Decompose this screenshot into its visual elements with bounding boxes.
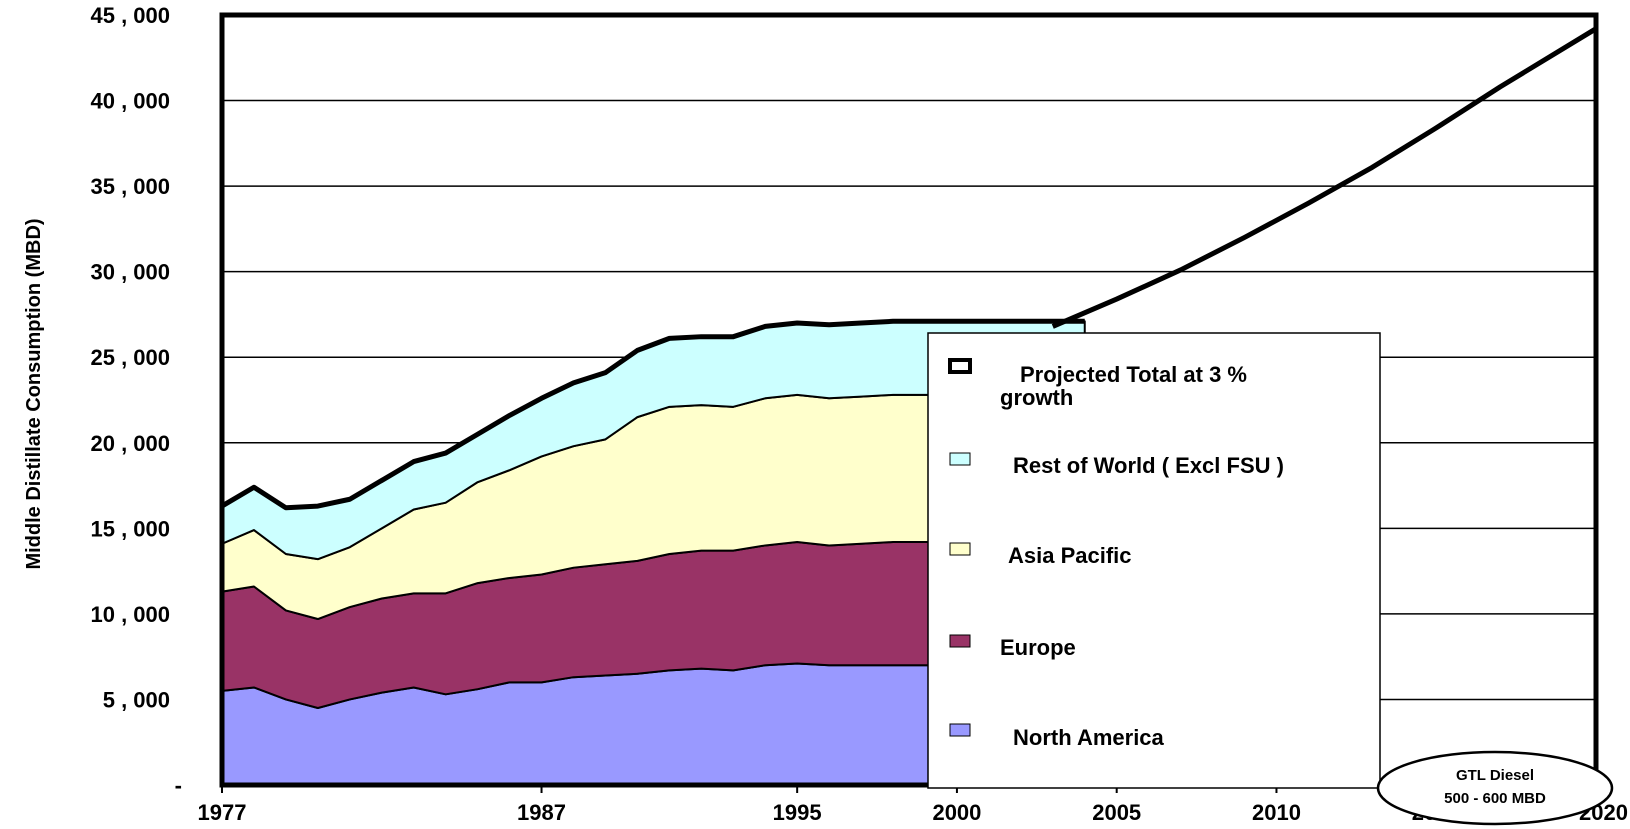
x-tick-label-3: 2000: [932, 800, 981, 825]
historical-total-line: [220, 318, 1085, 511]
y-axis-ticks: - 5 , 000 10 , 000 15 , 000 20 , 000 25 , 000…: [90, 3, 182, 798]
gtl-diesel-annotation: GTL Diesel 500 - 600 MBD: [1376, 750, 1614, 826]
x-tick-label-4: 2005: [1092, 800, 1141, 825]
area-series: [221, 320, 1086, 786]
plot-frame: [219, 12, 1599, 788]
y-tick-label-9: 45 , 000: [90, 3, 170, 28]
y-tick-label-2: 10 , 000: [90, 602, 170, 627]
legend-swatch-rest-of-world: [949, 452, 971, 466]
legend: Projected Total at 3 % growth Rest of Wo…: [927, 332, 1381, 789]
y-tick-label-0: -: [175, 773, 182, 798]
y-tick-label-5: 25 , 000: [90, 345, 170, 370]
y-tick-label-6: 30 , 000: [90, 260, 170, 285]
x-tick-label-2: 1995: [773, 800, 822, 825]
x-tick-label-0: 1977: [198, 800, 247, 825]
legend-label-asia-pacific: Asia Pacific: [1008, 543, 1132, 568]
legend-label-rest-of-world: Rest of World ( Excl FSU ): [1013, 453, 1284, 478]
legend-label-projected-line1: Projected Total at 3 %: [1020, 362, 1247, 387]
legend-swatch-asia-pacific: [949, 542, 971, 556]
legend-label-europe: Europe: [1000, 635, 1076, 660]
projection-layer: [220, 26, 1598, 511]
gtl-annotation-line1: GTL Diesel: [1456, 767, 1534, 784]
x-tick-label-1: 1987: [517, 800, 566, 825]
gtl-annotation-ellipse: [1376, 750, 1614, 826]
legend-swatch-projected: [948, 358, 972, 374]
legend-label-projected-line2: growth: [1000, 385, 1073, 410]
legend-swatch-europe: [949, 634, 971, 648]
y-tick-label-3: 15 , 000: [90, 516, 170, 541]
x-axis-ticks: 19771987199520002005201020152020: [198, 785, 1628, 825]
legend-box: [927, 332, 1381, 789]
x-tick-label-5: 2010: [1252, 800, 1301, 825]
legend-label-north-america: North America: [1013, 725, 1165, 750]
y-tick-label-8: 40 , 000: [90, 89, 170, 114]
legend-swatch-north-america: [949, 723, 971, 737]
y-tick-label-1: 5 , 000: [103, 687, 170, 712]
y-tick-label-7: 35 , 000: [90, 174, 170, 199]
y-tick-label-4: 20 , 000: [90, 431, 170, 456]
gtl-annotation-line2: 500 - 600 MBD: [1444, 790, 1546, 807]
y-axis-label: Middle Distillate Consumption (MBD): [23, 218, 45, 569]
projected-total-line: [1051, 26, 1598, 329]
